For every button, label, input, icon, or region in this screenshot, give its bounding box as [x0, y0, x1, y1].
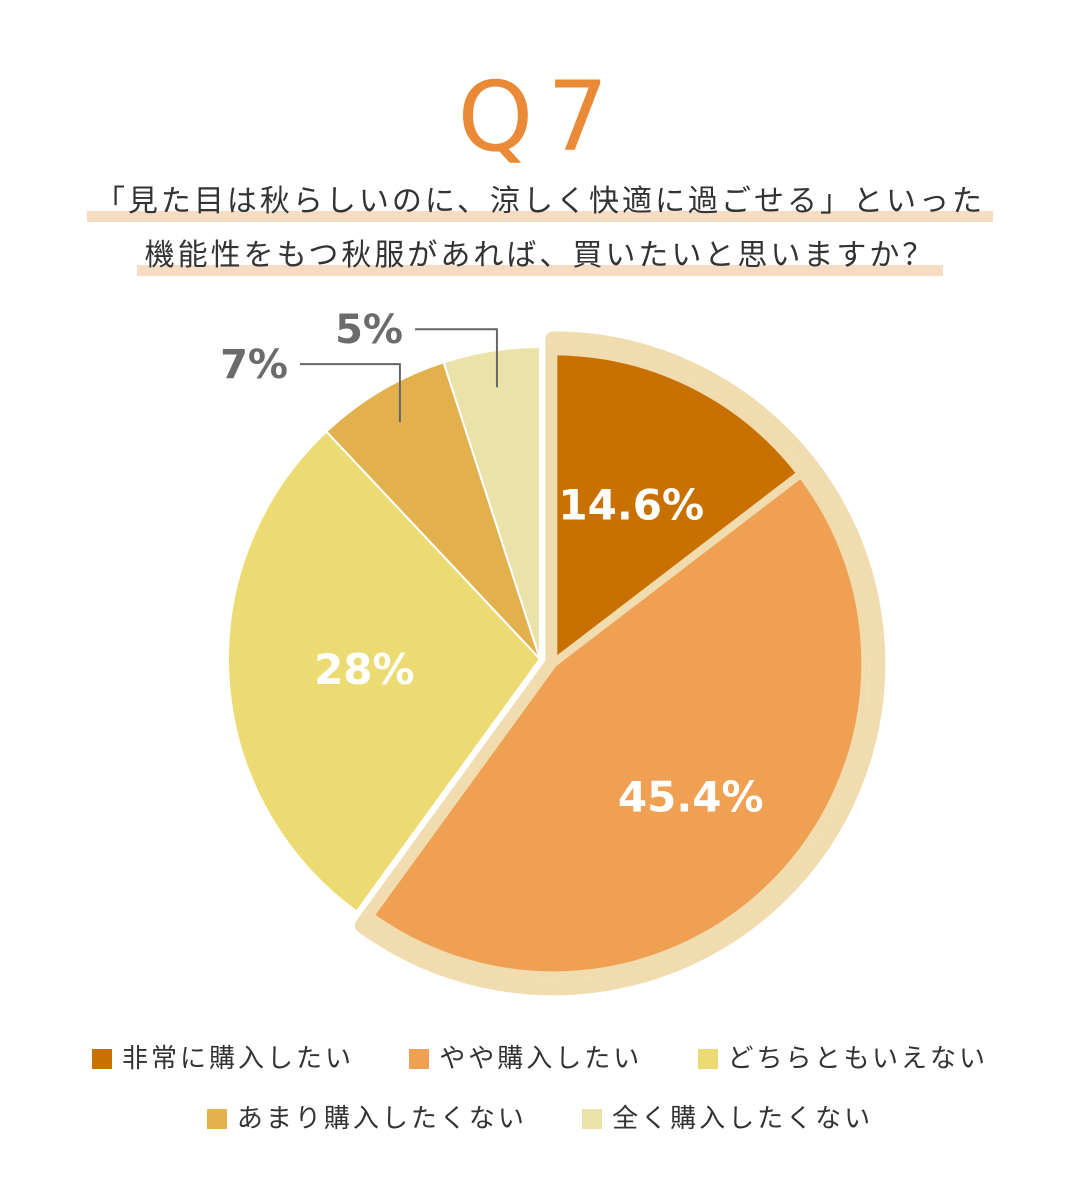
legend-label: 非常に購入したい	[121, 1044, 354, 1074]
pie-slice-1	[364, 468, 870, 980]
pie-chart: 14.6% 45.4% 28% 7% 5%	[220, 307, 886, 996]
legend-item: どちらともいえない	[697, 1038, 989, 1075]
leader-line	[415, 328, 498, 388]
slice-value-label: 7%	[220, 342, 288, 388]
pie-slice-2	[227, 430, 542, 913]
question-text: 「見た目は秋らしいのに、涼しく快適に過ごせる」といった 機能性をもつ秋服があれば…	[0, 180, 1080, 288]
legend-swatch-3	[206, 1109, 227, 1129]
legend-swatch-4	[582, 1109, 603, 1129]
pie-slice-4	[442, 345, 541, 660]
pie-slice-3	[325, 361, 541, 660]
chart-title: Q7	[457, 61, 623, 173]
legend-item: あまり購入したくない	[206, 1098, 527, 1135]
slice-value-label: 14.6%	[558, 481, 704, 530]
slice-value-label: 5%	[335, 307, 403, 353]
slice-value-label: 45.4%	[618, 772, 764, 821]
slice-value-label: 28%	[314, 645, 415, 694]
leader-line	[300, 363, 401, 423]
exploded-border	[354, 331, 886, 996]
legend-row-1: 非常に購入したい やや購入したい どちらともいえない	[0, 1038, 1080, 1075]
legend-swatch-0	[91, 1049, 112, 1069]
legend-label: あまり購入したくない	[236, 1104, 527, 1134]
legend-row-2: あまり購入したくない 全く購入したくない	[0, 1098, 1080, 1135]
legend-item: やや購入したい	[409, 1038, 642, 1075]
legend-label: どちらともいえない	[727, 1044, 989, 1074]
legend-label: やや購入したい	[439, 1044, 643, 1074]
legend-item: 全く購入したくない	[582, 1098, 873, 1135]
legend-swatch-1	[409, 1049, 430, 1069]
question-line-2: 機能性をもつ秋服があれば、買いたいと思いますか？	[136, 234, 944, 278]
legend-label: 全く購入したくない	[612, 1104, 874, 1134]
legend-swatch-2	[697, 1049, 718, 1069]
pie-slice-0	[549, 347, 807, 672]
question-line-1: 「見た目は秋らしいのに、涼しく快適に過ごせる」といった	[86, 180, 994, 224]
legend-item: 非常に購入したい	[91, 1038, 354, 1075]
